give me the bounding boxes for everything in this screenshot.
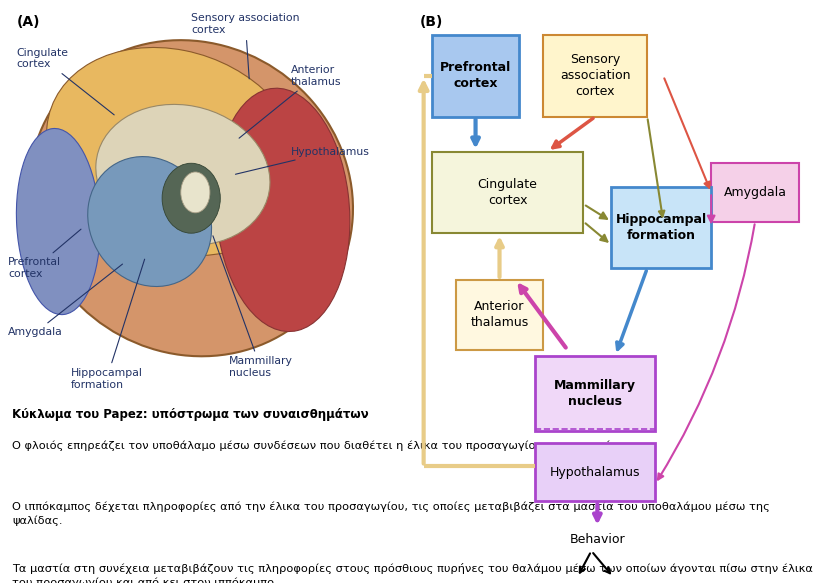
Text: Mammillary
nucleus: Mammillary nucleus: [213, 236, 293, 378]
FancyBboxPatch shape: [711, 163, 799, 222]
Text: Behavior: Behavior: [570, 533, 625, 546]
Text: Anterior
thalamus: Anterior thalamus: [470, 300, 529, 329]
Ellipse shape: [96, 104, 270, 245]
Ellipse shape: [162, 163, 220, 233]
Ellipse shape: [16, 128, 100, 315]
FancyBboxPatch shape: [544, 35, 647, 117]
Text: Sensory
association
cortex: Sensory association cortex: [560, 53, 631, 99]
Text: Hippocampal
formation: Hippocampal formation: [71, 259, 144, 390]
Text: Kύκλωμα του Papez: υπόστρωμα των συναισθημάτων: Kύκλωμα του Papez: υπόστρωμα των συναισθ…: [12, 408, 369, 421]
Text: (B): (B): [420, 15, 443, 29]
Text: (A): (A): [16, 15, 40, 29]
FancyBboxPatch shape: [535, 443, 655, 501]
Text: Prefrontal
cortex: Prefrontal cortex: [8, 229, 81, 279]
Text: Sensory association
cortex: Sensory association cortex: [192, 13, 300, 79]
Text: Hypothalamus: Hypothalamus: [236, 146, 370, 174]
Text: Τα μαστία στη συνέχεια μεταβιβάζουν τις πληροφορίες στους πρόσθιους πυρήνες του : Τα μαστία στη συνέχεια μεταβιβάζουν τις …: [12, 563, 813, 583]
Text: Mammillary
nucleus: Mammillary nucleus: [554, 379, 637, 408]
FancyBboxPatch shape: [535, 356, 655, 431]
FancyBboxPatch shape: [456, 280, 544, 350]
Ellipse shape: [88, 157, 212, 286]
Text: Ο φλοιός επηρεάζει τον υποθάλαμο μέσω συνδέσεων που διαθέτει η έλικα του προσαγω: Ο φλοιός επηρεάζει τον υποθάλαμο μέσω συ…: [12, 440, 650, 451]
Ellipse shape: [46, 47, 302, 256]
FancyBboxPatch shape: [611, 187, 711, 268]
Text: Cingulate
cortex: Cingulate cortex: [478, 178, 537, 207]
FancyBboxPatch shape: [432, 35, 519, 117]
Text: Hippocampal
formation: Hippocampal formation: [615, 213, 707, 242]
Text: Amygdala: Amygdala: [724, 186, 786, 199]
Text: Cingulate
cortex: Cingulate cortex: [16, 47, 114, 115]
Ellipse shape: [29, 40, 353, 356]
Text: Ο ιππόκαμπος δέχεται πληροφορίες από την έλικα του προσαγωγίου, τις οποίες μεταβ: Ο ιππόκαμπος δέχεται πληροφορίες από την…: [12, 501, 770, 526]
FancyBboxPatch shape: [432, 152, 584, 233]
Ellipse shape: [181, 172, 210, 213]
Text: Prefrontal
cortex: Prefrontal cortex: [440, 61, 511, 90]
Text: Anterior
thalamus: Anterior thalamus: [239, 65, 341, 138]
Text: Hypothalamus: Hypothalamus: [550, 466, 641, 479]
Ellipse shape: [215, 88, 350, 332]
Text: Amygdala: Amygdala: [8, 264, 122, 338]
